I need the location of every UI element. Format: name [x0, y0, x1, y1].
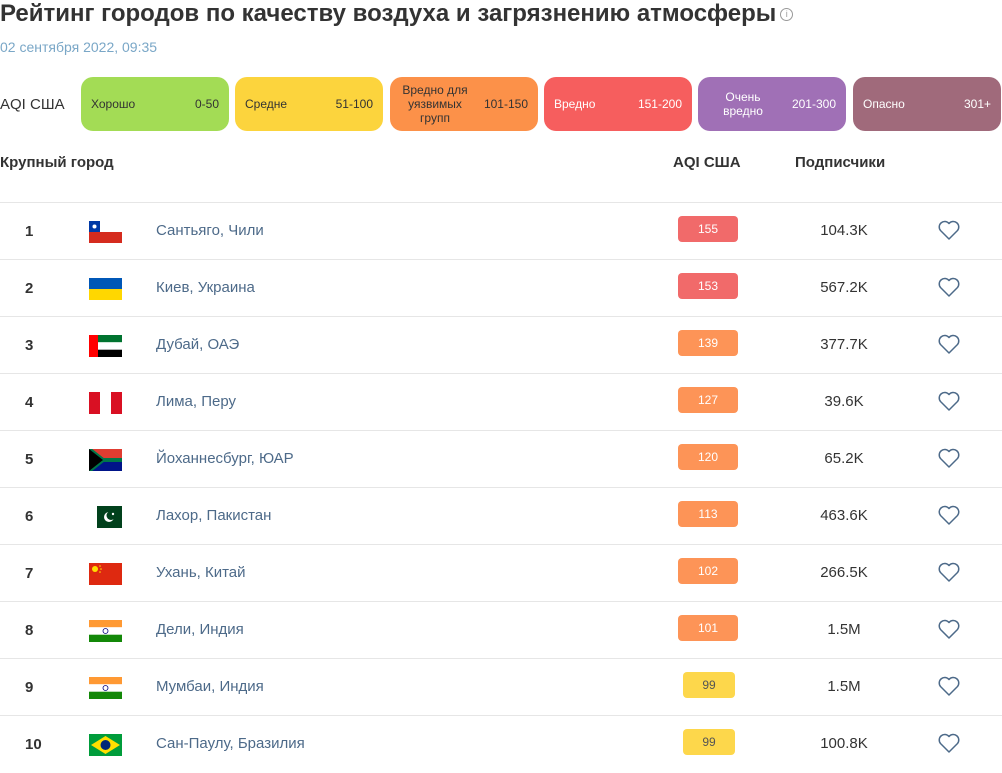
city-link[interactable]: Сантьяго, Чили: [156, 222, 264, 239]
rank: 6: [25, 508, 34, 525]
table-row[interactable]: 6 Лахор, Пакистан 113 463.6K: [0, 487, 1002, 545]
table-row[interactable]: 4 Лима, Перу 127 39.6K: [0, 373, 1002, 431]
subscribers-count: 65.2K: [824, 450, 864, 467]
city-link[interactable]: Лахор, Пакистан: [156, 507, 272, 524]
peru-flag-icon: [89, 392, 122, 414]
rank: 9: [25, 679, 34, 696]
legend-item-2: Вредно для уязвимых групп 101-150: [390, 77, 538, 131]
legend-range: 301+: [963, 97, 991, 111]
heart-icon[interactable]: [937, 447, 961, 469]
legend-range: 101-150: [483, 97, 528, 111]
subscribers-count: 100.8K: [820, 735, 868, 752]
south-africa-flag-icon: [89, 449, 122, 471]
rank: 4: [25, 394, 34, 411]
legend-range: 0-50: [194, 97, 219, 111]
legend-item-5: Опасно 301+: [853, 77, 1001, 131]
legend-range: 201-300: [791, 97, 836, 111]
chile-flag-icon: [89, 221, 122, 243]
pakistan-flag-icon: [89, 506, 122, 528]
table-row[interactable]: 7 Ухань, Китай 102 266.5K: [0, 544, 1002, 602]
heart-icon[interactable]: [937, 276, 961, 298]
table-row[interactable]: 3 Дубай, ОАЭ 139 377.7K: [0, 316, 1002, 374]
city-link[interactable]: Мумбаи, Индия: [156, 678, 264, 695]
ukraine-flag-icon: [89, 278, 122, 300]
subscribers-count: 567.2K: [820, 279, 868, 296]
legend-label: AQI США: [0, 96, 65, 113]
heart-icon[interactable]: [937, 618, 961, 640]
city-link[interactable]: Ухань, Китай: [156, 564, 246, 581]
subscribers-count: 39.6K: [824, 393, 864, 410]
heart-icon[interactable]: [937, 732, 961, 754]
aqi-badge: 113: [678, 501, 738, 527]
city-link[interactable]: Дубай, ОАЭ: [156, 336, 240, 353]
rank: 3: [25, 337, 34, 354]
legend-range: 151-200: [637, 97, 682, 111]
legend-item-0: Хорошо 0-50: [81, 77, 229, 131]
column-subscribers[interactable]: Подписчики: [795, 154, 886, 171]
column-aqi[interactable]: AQI США: [673, 154, 741, 171]
rank: 5: [25, 451, 34, 468]
aqi-badge: 127: [678, 387, 738, 413]
uae-flag-icon: [89, 335, 122, 357]
city-link[interactable]: Йоханнесбург, ЮАР: [156, 450, 294, 467]
subscribers-count: 463.6K: [820, 507, 868, 524]
india-flag-icon: [89, 620, 122, 642]
rank: 7: [25, 565, 34, 582]
aqi-badge: 155: [678, 216, 738, 242]
legend-name: Средне: [245, 97, 288, 111]
heart-icon[interactable]: [937, 219, 961, 241]
heart-icon[interactable]: [937, 561, 961, 583]
city-link[interactable]: Дели, Индия: [156, 621, 244, 638]
table-row[interactable]: 1 Сантьяго, Чили 155 104.3K: [0, 202, 1002, 260]
legend-name: Опасно: [863, 97, 905, 111]
legend-name: Очень вредно: [723, 90, 763, 118]
subscribers-count: 377.7K: [820, 336, 868, 353]
table-row[interactable]: 2 Киев, Украина 153 567.2K: [0, 259, 1002, 317]
india-flag-icon: [89, 677, 122, 699]
table-row[interactable]: 9 Мумбаи, Индия 99 1.5M: [0, 658, 1002, 716]
brazil-flag-icon: [89, 734, 122, 756]
legend-name: Хорошо: [91, 97, 136, 111]
table-row[interactable]: 10 Сан-Паулу, Бразилия 99 100.8K: [0, 715, 1002, 773]
heart-icon[interactable]: [937, 504, 961, 526]
page-title: Рейтинг городов по качеству воздуха и за…: [0, 0, 794, 28]
rank: 8: [25, 622, 34, 639]
info-icon[interactable]: i: [780, 8, 794, 22]
subscribers-count: 104.3K: [820, 222, 868, 239]
aqi-badge: 101: [678, 615, 738, 641]
column-city: Крупный город: [0, 154, 114, 171]
legend-name: Вредно для уязвимых групп: [402, 83, 468, 125]
city-link[interactable]: Сан-Паулу, Бразилия: [156, 735, 305, 752]
subscribers-count: 1.5M: [827, 678, 861, 695]
aqi-badge: 102: [678, 558, 738, 584]
rank: 2: [25, 280, 34, 297]
legend-item-4: Очень вредно 201-300: [698, 77, 846, 131]
title-text: Рейтинг городов по качеству воздуха и за…: [0, 0, 777, 27]
legend-range: 51-100: [335, 97, 373, 111]
timestamp: 02 сентября 2022, 09:35: [0, 39, 158, 55]
rank: 10: [25, 736, 42, 753]
rank: 1: [25, 223, 34, 240]
subscribers-count: 1.5M: [827, 621, 861, 638]
city-link[interactable]: Киев, Украина: [156, 279, 255, 296]
subscribers-count: 266.5K: [820, 564, 868, 581]
heart-icon[interactable]: [937, 390, 961, 412]
aqi-badge: 139: [678, 330, 738, 356]
legend-item-1: Средне 51-100: [235, 77, 383, 131]
aqi-badge: 153: [678, 273, 738, 299]
table-row[interactable]: 5 Йоханнесбург, ЮАР 120 65.2K: [0, 430, 1002, 488]
aqi-badge: 99: [683, 672, 735, 698]
aqi-badge: 99: [683, 729, 735, 755]
city-link[interactable]: Лима, Перу: [156, 393, 237, 410]
aqi-badge: 120: [678, 444, 738, 470]
heart-icon[interactable]: [937, 333, 961, 355]
legend-name: Вредно: [554, 97, 596, 111]
heart-icon[interactable]: [937, 675, 961, 697]
table-row[interactable]: 8 Дели, Индия 101 1.5M: [0, 601, 1002, 659]
legend-item-3: Вредно 151-200: [544, 77, 692, 131]
china-flag-icon: [89, 563, 122, 585]
